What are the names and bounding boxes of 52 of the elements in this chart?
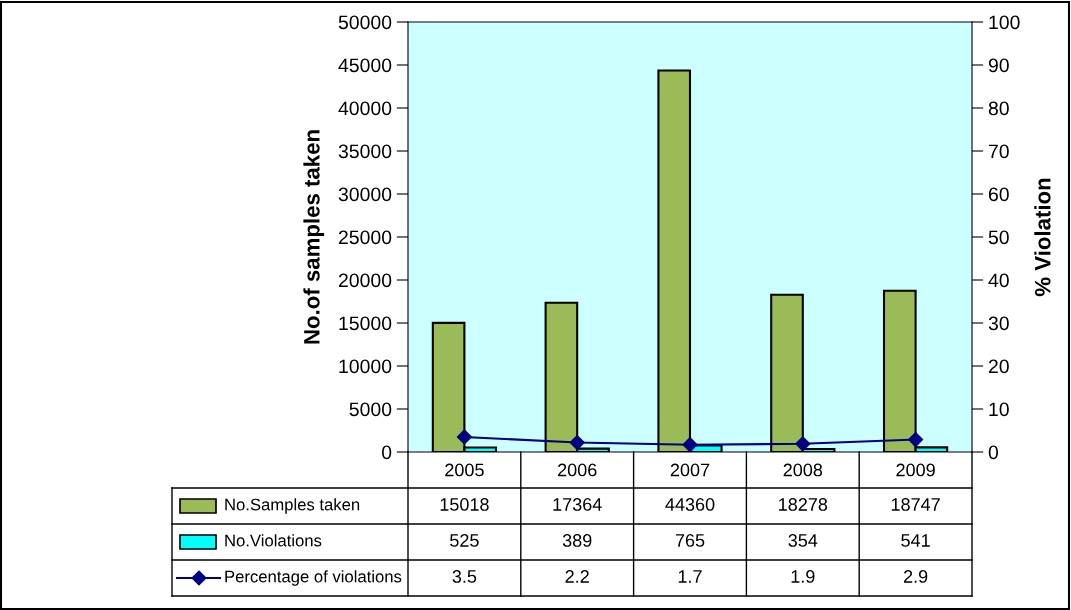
- y-tick-label: 40000: [338, 101, 392, 116]
- x-tick-label: 2009: [896, 463, 935, 477]
- y2-tick-label: 10: [989, 402, 1009, 417]
- y-tick-label: 35000: [338, 144, 392, 159]
- y2-tick-label: 30: [988, 316, 1009, 331]
- point: [456, 429, 472, 445]
- point: [682, 437, 698, 452]
- x-tick-label: 2008: [783, 463, 823, 477]
- x-tick-label: 2006: [558, 463, 597, 477]
- legend-label: Percentage of violations: [225, 570, 402, 586]
- y2-tick-label: 80: [988, 101, 1009, 116]
- data-label: 389: [562, 534, 592, 547]
- data-label: 18747: [891, 498, 940, 511]
- y2-axis-title: % Violation: [1034, 178, 1051, 297]
- y-tick-label: 45000: [338, 58, 392, 73]
- point: [795, 436, 811, 452]
- data-label: 2.9: [903, 570, 928, 583]
- data-label: 541: [901, 534, 930, 547]
- data-label: 765: [675, 534, 705, 547]
- x-tick-label: 2005: [445, 463, 484, 477]
- data-label: 3.5: [452, 570, 477, 583]
- y2-tick-label: 70: [988, 144, 1009, 159]
- y-tick-label: 10000: [339, 359, 392, 374]
- point: [569, 434, 585, 451]
- y-tick-label: 5000: [349, 402, 392, 417]
- data-label: 15018: [440, 498, 489, 511]
- y2-tick-label: 0: [988, 445, 999, 460]
- data-label: 18278: [779, 498, 828, 511]
- legend-label: No.Samples taken: [225, 498, 360, 514]
- y2-tick-label: 50: [988, 230, 1009, 245]
- y-tick-label: 15000: [339, 316, 392, 331]
- data-label: 1.9: [791, 570, 815, 583]
- y-tick-label: 30000: [338, 187, 392, 202]
- y-tick-label: 50000: [338, 15, 392, 30]
- data-label: 17364: [553, 498, 602, 511]
- y2-tick-label: 20: [988, 359, 1009, 374]
- data-label: 44360: [665, 498, 715, 511]
- point: [908, 431, 924, 448]
- y-tick-label: 20000: [338, 273, 392, 288]
- y2-tick-label: 100: [989, 15, 1020, 30]
- data-label: 525: [450, 534, 479, 547]
- y-axis-title: No.of samples taken: [303, 130, 325, 344]
- legend-label: No.Violations: [225, 534, 322, 547]
- data-label: 2.2: [565, 570, 589, 583]
- y-tick-label: 0: [381, 445, 392, 460]
- y2-tick-label: 40: [988, 273, 1009, 288]
- data-label: 354: [788, 534, 818, 547]
- data-label: 1.7: [678, 570, 702, 583]
- y-tick-label: 25000: [338, 230, 392, 245]
- y2-tick-label: 60: [988, 187, 1009, 202]
- y2-tick-label: 90: [988, 58, 1009, 73]
- x-tick-label: 2007: [670, 463, 710, 477]
